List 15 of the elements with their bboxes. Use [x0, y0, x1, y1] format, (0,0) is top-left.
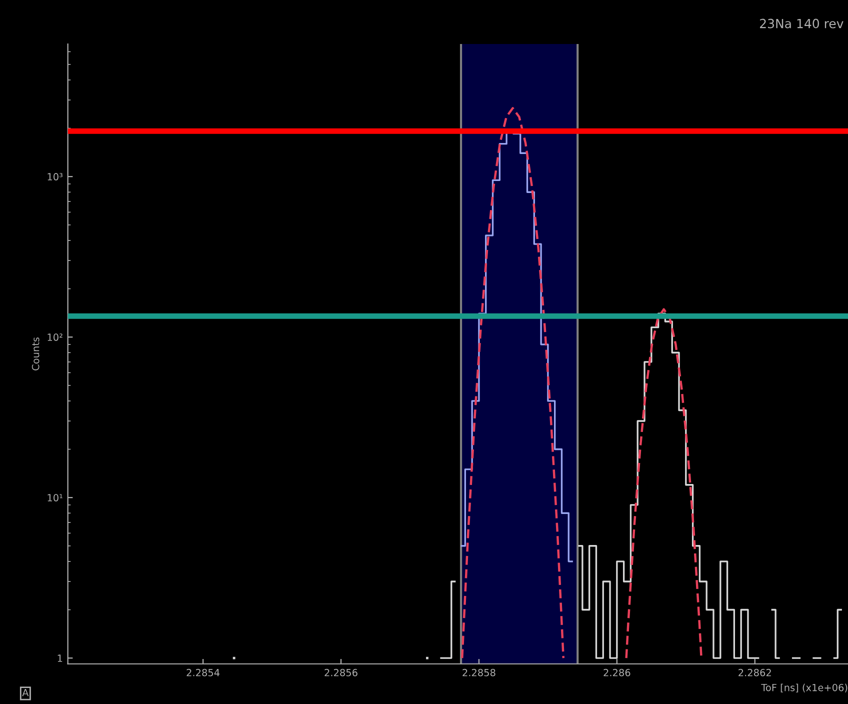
- x-tick-label: 2.2854: [186, 668, 220, 676]
- y-tick-label: 10²: [48, 334, 62, 341]
- y-tick-label: 1: [58, 654, 62, 662]
- line-series: [625, 308, 702, 660]
- y-tick-label: 10³: [48, 173, 62, 180]
- text: A: [22, 689, 29, 696]
- x-tick-label: 2.2858: [462, 668, 496, 676]
- y-tick-label: 10¹: [48, 494, 62, 502]
- x-tick-label: 2.2862: [738, 668, 771, 676]
- x-axis-title: ToF [ns] (x1e+06): [761, 684, 848, 692]
- line-series: [461, 107, 564, 660]
- y-axis-title: Counts: [32, 337, 40, 370]
- chart-title: 23Na 140 rev: [760, 18, 844, 28]
- x-tick-label: 2.286: [604, 668, 630, 676]
- x-tick-label: 2.2856: [324, 668, 358, 676]
